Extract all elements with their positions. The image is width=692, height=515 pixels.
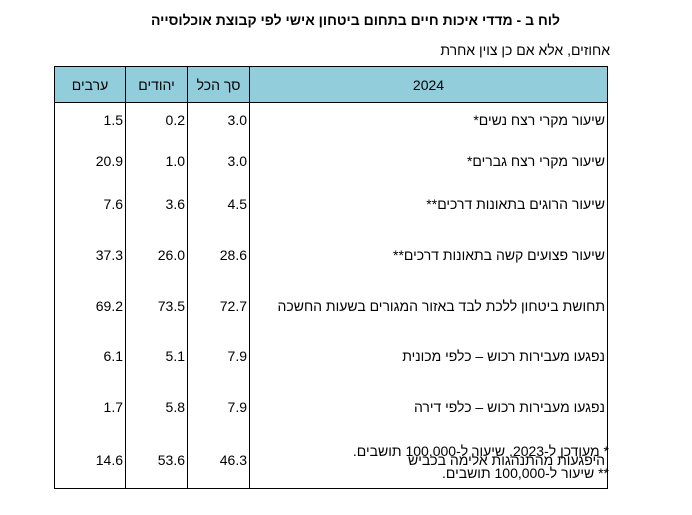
cell-indicator-label: היפגעות מהתנהגות אלימה בכביש <box>249 443 608 489</box>
cell-arabs: 6.1 <box>54 339 126 390</box>
cell-total: 72.7 <box>187 289 250 339</box>
cell-jews: 73.5 <box>125 289 188 339</box>
cell-jews: 5.8 <box>125 390 188 443</box>
cell-jews: 1.0 <box>125 144 188 187</box>
cell-total: 3.0 <box>187 144 250 187</box>
cell-jews: 3.6 <box>125 187 188 238</box>
table-row: 6.1 5.1 7.9 נפגעו מעבירות רכוש – כלפי מכ… <box>54 339 608 390</box>
cell-total: 7.9 <box>187 339 250 390</box>
cell-arabs: 37.3 <box>54 238 126 289</box>
cell-arabs: 20.9 <box>54 144 126 187</box>
footnote-double-asterisk: ** שיעור ל-100,000 תושבים. <box>441 465 609 481</box>
cell-jews: 5.1 <box>125 339 188 390</box>
cell-jews: 53.6 <box>125 443 188 489</box>
table-header-row: ערבים יהודים סך הכל 2024 <box>54 66 608 103</box>
table-row: 7.6 3.6 4.5 שיעור הרוגים בתאונות דרכים** <box>54 187 608 238</box>
column-header-arabs: ערבים <box>54 66 126 103</box>
table-row: 69.2 73.5 72.7 תחושת ביטחון ללכת לבד באז… <box>54 289 608 339</box>
cell-indicator-label: שיעור הרוגים בתאונות דרכים** <box>249 187 608 238</box>
column-header-year: 2024 <box>249 66 608 103</box>
cell-arabs: 1.5 <box>54 102 126 144</box>
table-subtitle: אחוזים, אלא אם כן צוין אחרת <box>440 42 610 58</box>
cell-total: 28.6 <box>187 238 250 289</box>
cell-arabs: 7.6 <box>54 187 126 238</box>
cell-indicator-label: שיעור מקרי רצח גברים* <box>249 144 608 187</box>
cell-total: 7.9 <box>187 390 250 443</box>
footnotes: * מעודכן ל-2023, שיעור ל-100,000 תושבים.… <box>353 440 609 484</box>
table-row: 37.3 26.0 28.6 שיעור פצועים קשה בתאונות … <box>54 238 608 289</box>
cell-total: 3.0 <box>187 102 250 144</box>
cell-indicator-label: שיעור מקרי רצח נשים* <box>249 102 608 144</box>
footnote-single-asterisk: * מעודכן ל-2023, שיעור ל-100,000 תושבים. <box>352 443 609 459</box>
cell-total: 4.5 <box>187 187 250 238</box>
cell-arabs: 1.7 <box>54 390 126 443</box>
table-row: 14.6 53.6 46.3 היפגעות מהתנהגות אלימה בכ… <box>54 443 608 489</box>
cell-indicator-label: נפגעו מעבירות רכוש – כלפי דירה <box>249 390 608 443</box>
table-row: 1.5 0.2 3.0 שיעור מקרי רצח נשים* <box>54 102 608 144</box>
column-header-total: סך הכל <box>187 66 250 103</box>
quality-of-life-table: ערבים יהודים סך הכל 2024 1.5 0.2 3.0 שיע… <box>54 66 608 489</box>
cell-jews: 26.0 <box>125 238 188 289</box>
cell-indicator-label: נפגעו מעבירות רכוש – כלפי מכונית <box>249 339 608 390</box>
cell-jews: 0.2 <box>125 102 188 144</box>
cell-indicator-label: שיעור פצועים קשה בתאונות דרכים** <box>249 238 608 289</box>
cell-indicator-label: תחושת ביטחון ללכת לבד באזור המגורים בשעו… <box>249 289 608 339</box>
column-header-jews: יהודים <box>125 66 188 103</box>
table-row: 1.7 5.8 7.9 נפגעו מעבירות רכוש – כלפי די… <box>54 390 608 443</box>
table-row: 20.9 1.0 3.0 שיעור מקרי רצח גברים* <box>54 144 608 187</box>
table-title: לוח ב - מדדי איכות חיים בתחום ביטחון איש… <box>150 12 560 28</box>
cell-arabs: 14.6 <box>54 443 126 489</box>
cell-arabs: 69.2 <box>54 289 126 339</box>
cell-total: 46.3 <box>187 443 250 489</box>
